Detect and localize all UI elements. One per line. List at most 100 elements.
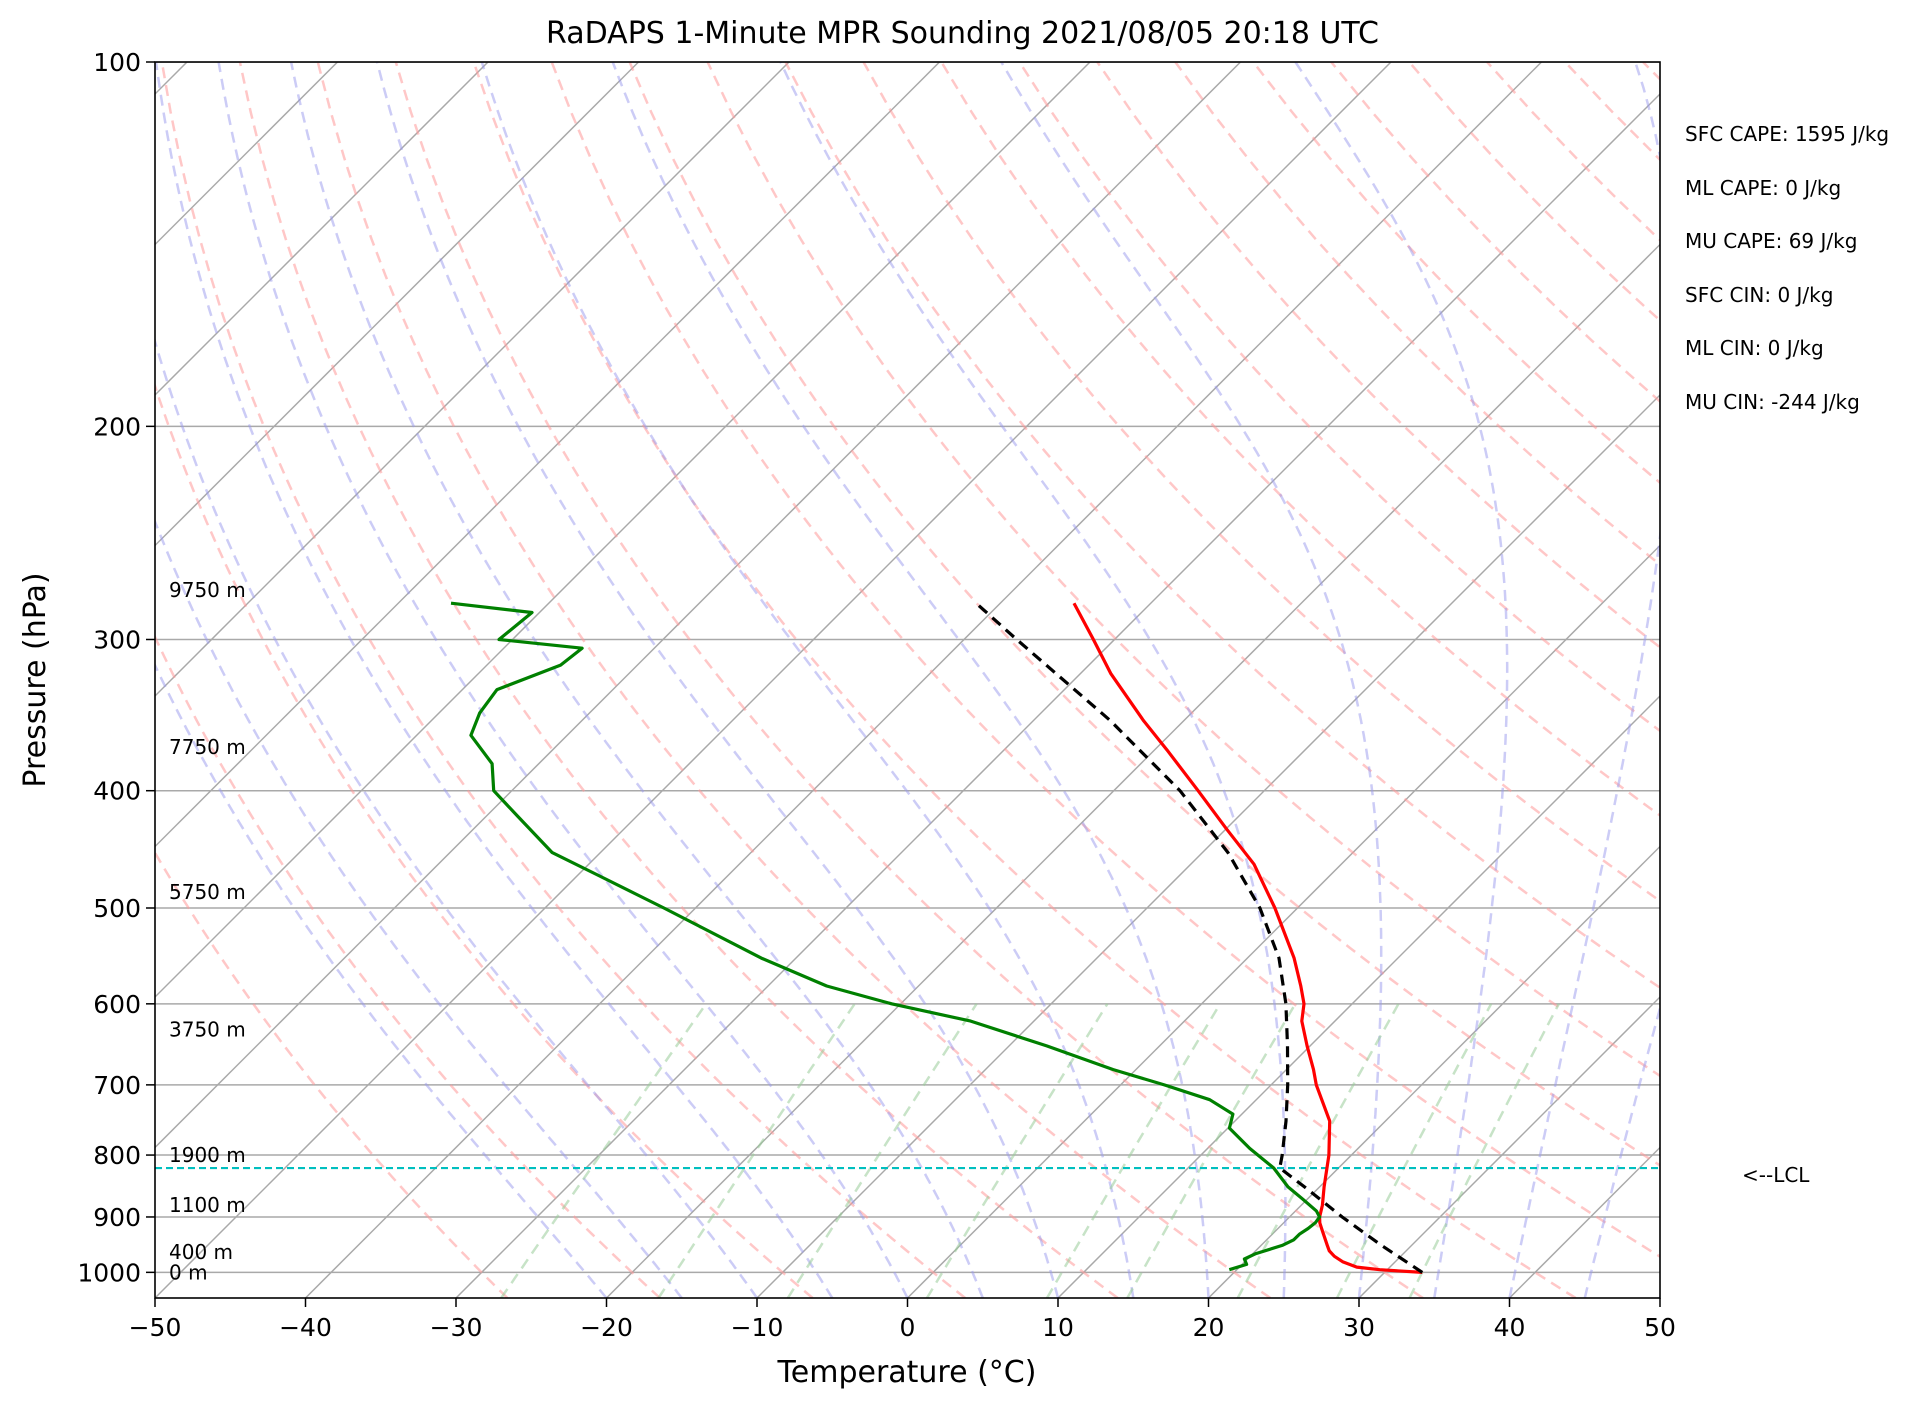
y-tick-label: 300 xyxy=(93,625,141,654)
moist-adiabat xyxy=(1508,62,1660,1298)
chart-title: RaDAPS 1-Minute MPR Sounding 2021/08/05 … xyxy=(546,16,1379,51)
y-tick-label: 900 xyxy=(93,1203,141,1232)
height-label: 5750 m xyxy=(169,880,246,904)
y-tick-label: 800 xyxy=(93,1141,141,1170)
x-tick-label: −50 xyxy=(129,1313,182,1342)
moist-adiabat xyxy=(155,662,608,1298)
dry-adiabat xyxy=(160,62,966,1298)
moist-adiabat xyxy=(155,336,759,1298)
isotherm xyxy=(155,62,489,397)
moist-adiabat xyxy=(1000,62,1383,1298)
background-lines xyxy=(155,62,1660,1298)
dry-adiabat xyxy=(472,62,1577,1298)
stat-sfc-cape: SFC CAPE: 1595 J/kg xyxy=(1685,122,1890,146)
height-label: 0 m xyxy=(169,1260,208,1284)
lcl-label: <--LCL xyxy=(1742,1163,1810,1187)
x-axis-label: Temperature (°C) xyxy=(777,1355,1037,1390)
x-tick-label: 50 xyxy=(1644,1313,1676,1342)
x-tick-label: 20 xyxy=(1193,1313,1225,1342)
x-tick-label: −30 xyxy=(430,1313,483,1342)
x-tick-label: −40 xyxy=(279,1313,332,1342)
moist-adiabat xyxy=(289,62,984,1298)
y-tick-label: 500 xyxy=(93,894,141,923)
y-axis-label: Pressure (hPa) xyxy=(18,572,53,787)
x-tick-label: −10 xyxy=(731,1313,784,1342)
height-label: 9750 m xyxy=(169,578,246,602)
x-tick-label: −20 xyxy=(580,1313,633,1342)
stats-panel: SFC CAPE: 1595 J/kg ML CAPE: 0 J/kg MU C… xyxy=(1685,108,1889,429)
dry-adiabat xyxy=(155,634,661,1298)
dry-adiabat xyxy=(394,62,1424,1298)
dry-adiabat xyxy=(155,850,509,1298)
height-label: 3750 m xyxy=(169,1017,246,1041)
mixing-ratio-line xyxy=(1335,1003,1493,1298)
x-axis: −50 −40 −30 −20 −10 0 10 20 30 40 50 xyxy=(129,1298,1676,1342)
isotherm xyxy=(906,544,1660,1298)
dry-adiabat xyxy=(316,62,1272,1298)
dewpoint-profile xyxy=(450,601,1322,1272)
stat-sfc-cin: SFC CIN: 0 J/kg xyxy=(1685,282,1834,307)
height-label: 1100 m xyxy=(169,1193,246,1217)
moist-adiabat xyxy=(480,62,1135,1298)
moist-adiabat xyxy=(155,62,834,1298)
dry-adiabat xyxy=(550,62,1660,1259)
dry-adiabat xyxy=(862,62,1660,903)
x-tick-label: 40 xyxy=(1494,1313,1526,1342)
isotherm xyxy=(155,62,790,698)
y-tick-label: 600 xyxy=(93,990,141,1019)
dry-adiabat xyxy=(1018,62,1660,733)
mixing-ratio-line xyxy=(925,1003,1109,1298)
y-tick-label: 100 xyxy=(93,48,141,77)
isotherm xyxy=(155,62,1392,1298)
isotherm xyxy=(155,62,941,848)
mixing-ratio-line xyxy=(1408,1003,1561,1298)
isotherm xyxy=(1358,995,1660,1298)
dry-adiabat xyxy=(155,381,814,1298)
moist-adiabat xyxy=(1294,62,1509,1298)
x-tick-label: 0 xyxy=(900,1313,916,1342)
y-tick-label: 200 xyxy=(93,412,141,441)
moist-adiabat xyxy=(611,62,1210,1298)
y-axis: 100 200 300 400 500 600 700 800 900 1000 xyxy=(77,48,155,1287)
dry-adiabat xyxy=(784,62,1660,990)
dry-adiabat xyxy=(238,62,1119,1298)
isotherm xyxy=(1207,845,1660,1298)
stat-ml-cin: ML CIN: 0 J/kg xyxy=(1685,336,1824,360)
moist-adiabat xyxy=(779,62,1287,1298)
isotherm xyxy=(756,393,1660,1298)
y-tick-label: 700 xyxy=(93,1071,141,1100)
isotherm xyxy=(605,243,1660,1298)
isotherm xyxy=(155,62,1091,999)
moist-adiabat xyxy=(375,62,1060,1298)
mixing-ratio-line xyxy=(657,1003,856,1298)
x-tick-label: 10 xyxy=(1042,1313,1074,1342)
mixing-ratio-line xyxy=(500,1003,708,1298)
dry-adiabat xyxy=(1096,62,1660,649)
mixing-ratio-line xyxy=(1236,1003,1400,1298)
stat-mu-cape: MU CAPE: 69 J/kg xyxy=(1685,229,1858,253)
height-label: 7750 m xyxy=(169,735,246,759)
mixing-ratio-line xyxy=(1045,1003,1222,1298)
y-tick-label: 400 xyxy=(93,777,141,806)
isotherm xyxy=(155,62,1242,1149)
dry-adiabat xyxy=(628,62,1660,1167)
y-tick-label: 1000 xyxy=(77,1258,141,1287)
mixing-ratio-line xyxy=(786,1003,978,1298)
isotherm xyxy=(1057,694,1660,1298)
moist-adiabat xyxy=(217,62,909,1298)
temperature-profile xyxy=(1072,602,1423,1274)
height-label: 1900 m xyxy=(169,1143,246,1167)
isotherm xyxy=(455,92,1660,1298)
parcel-profile xyxy=(975,602,1424,1274)
height-label: 400 m xyxy=(169,1240,233,1264)
stat-mu-cin: MU CIN: -244 J/kg xyxy=(1685,389,1860,414)
isotherm xyxy=(304,62,1543,1298)
stat-ml-cape: ML CAPE: 0 J/kg xyxy=(1685,175,1842,200)
dry-adiabat xyxy=(706,62,1660,1078)
moist-adiabat xyxy=(155,518,683,1298)
mixing-ratio-line xyxy=(1126,1003,1297,1298)
x-tick-label: 30 xyxy=(1343,1313,1375,1342)
isotherm xyxy=(155,62,640,547)
